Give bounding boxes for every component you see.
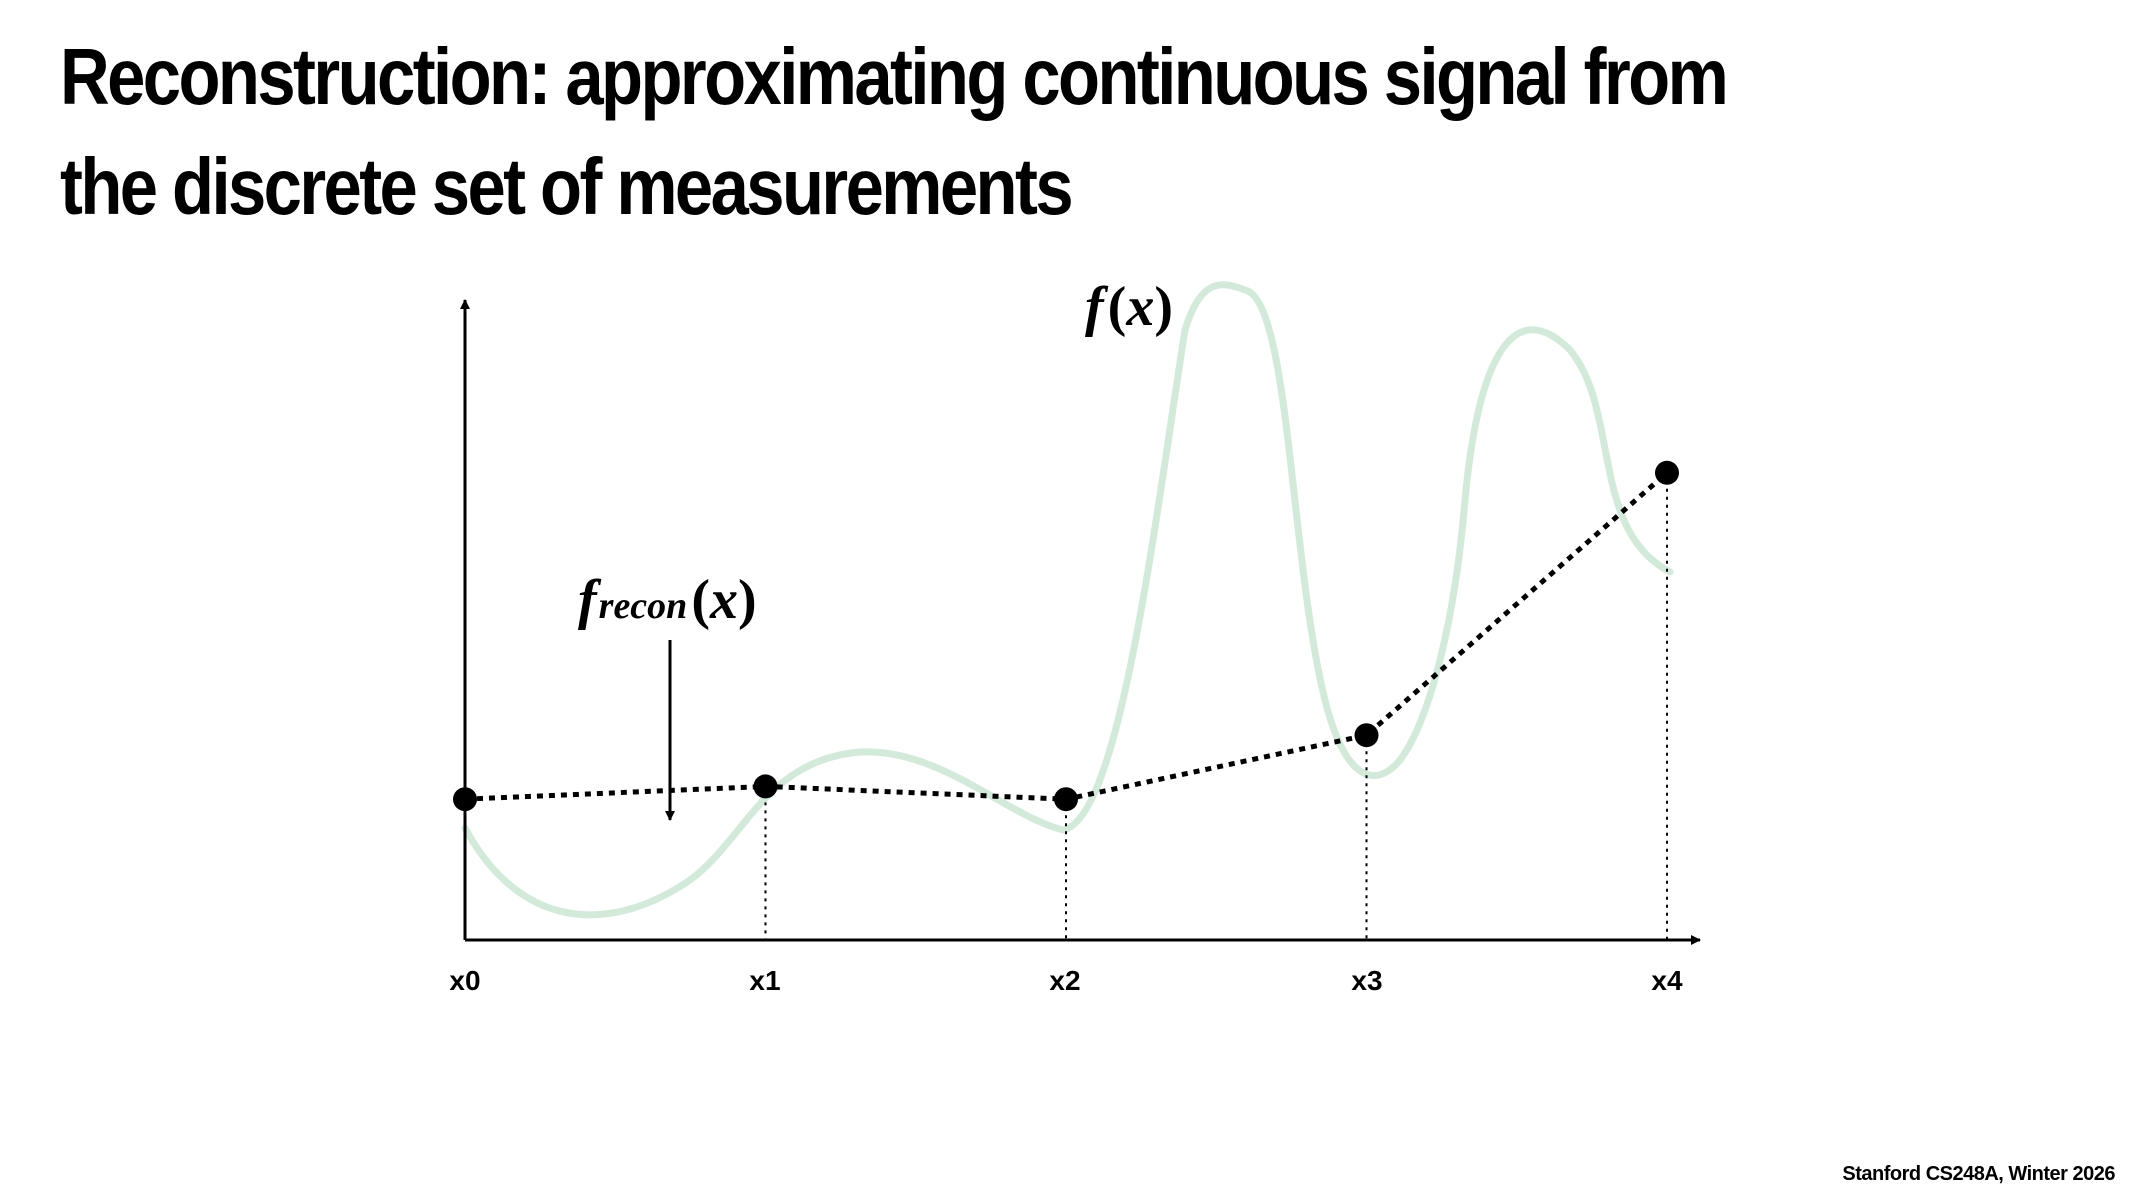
reconstruction-line [464, 470, 1669, 802]
signal-label: f(x) [1085, 276, 1173, 338]
signal-curve [461, 281, 1674, 919]
footer-credit: Stanford CS248A, Winter 2026 [1842, 1163, 2115, 1185]
tick-labels: x0 x1 x2 x3 x4 [449, 965, 1683, 996]
sample-point-2 [1054, 787, 1078, 812]
recon-label-var: x [709, 569, 738, 631]
sample-points [453, 460, 1679, 812]
recon-label-close: ) [738, 569, 757, 631]
recon-label-sub: recon [599, 585, 688, 627]
signal-label-var: x [1125, 276, 1154, 338]
sample-guides [764, 472, 1668, 940]
sample-point-4 [1655, 460, 1679, 485]
slide-title: Reconstruction: approximating continuous… [60, 22, 1814, 242]
title-line-1: Reconstruction: approximating continuous… [60, 32, 1729, 121]
tick-label-x2: x2 [1049, 965, 1080, 996]
signal-label-open: ( [1108, 276, 1127, 338]
tick-label-x3: x3 [1351, 965, 1382, 996]
sample-point-1 [753, 774, 778, 799]
title-line-2: the discrete set of measurements [60, 142, 1074, 231]
axes [460, 299, 1701, 945]
sample-point-3 [1354, 723, 1379, 748]
signal-label-close: ) [1154, 276, 1173, 338]
tick-label-x4: x4 [1651, 965, 1683, 996]
signal-label-func: f [1085, 276, 1109, 338]
recon-label-open: ( [691, 569, 710, 631]
tick-label-x0: x0 [449, 965, 480, 996]
sample-point-0 [453, 787, 477, 812]
tick-label-x1: x1 [749, 965, 780, 996]
recon-label: frecon(x) [578, 569, 757, 631]
